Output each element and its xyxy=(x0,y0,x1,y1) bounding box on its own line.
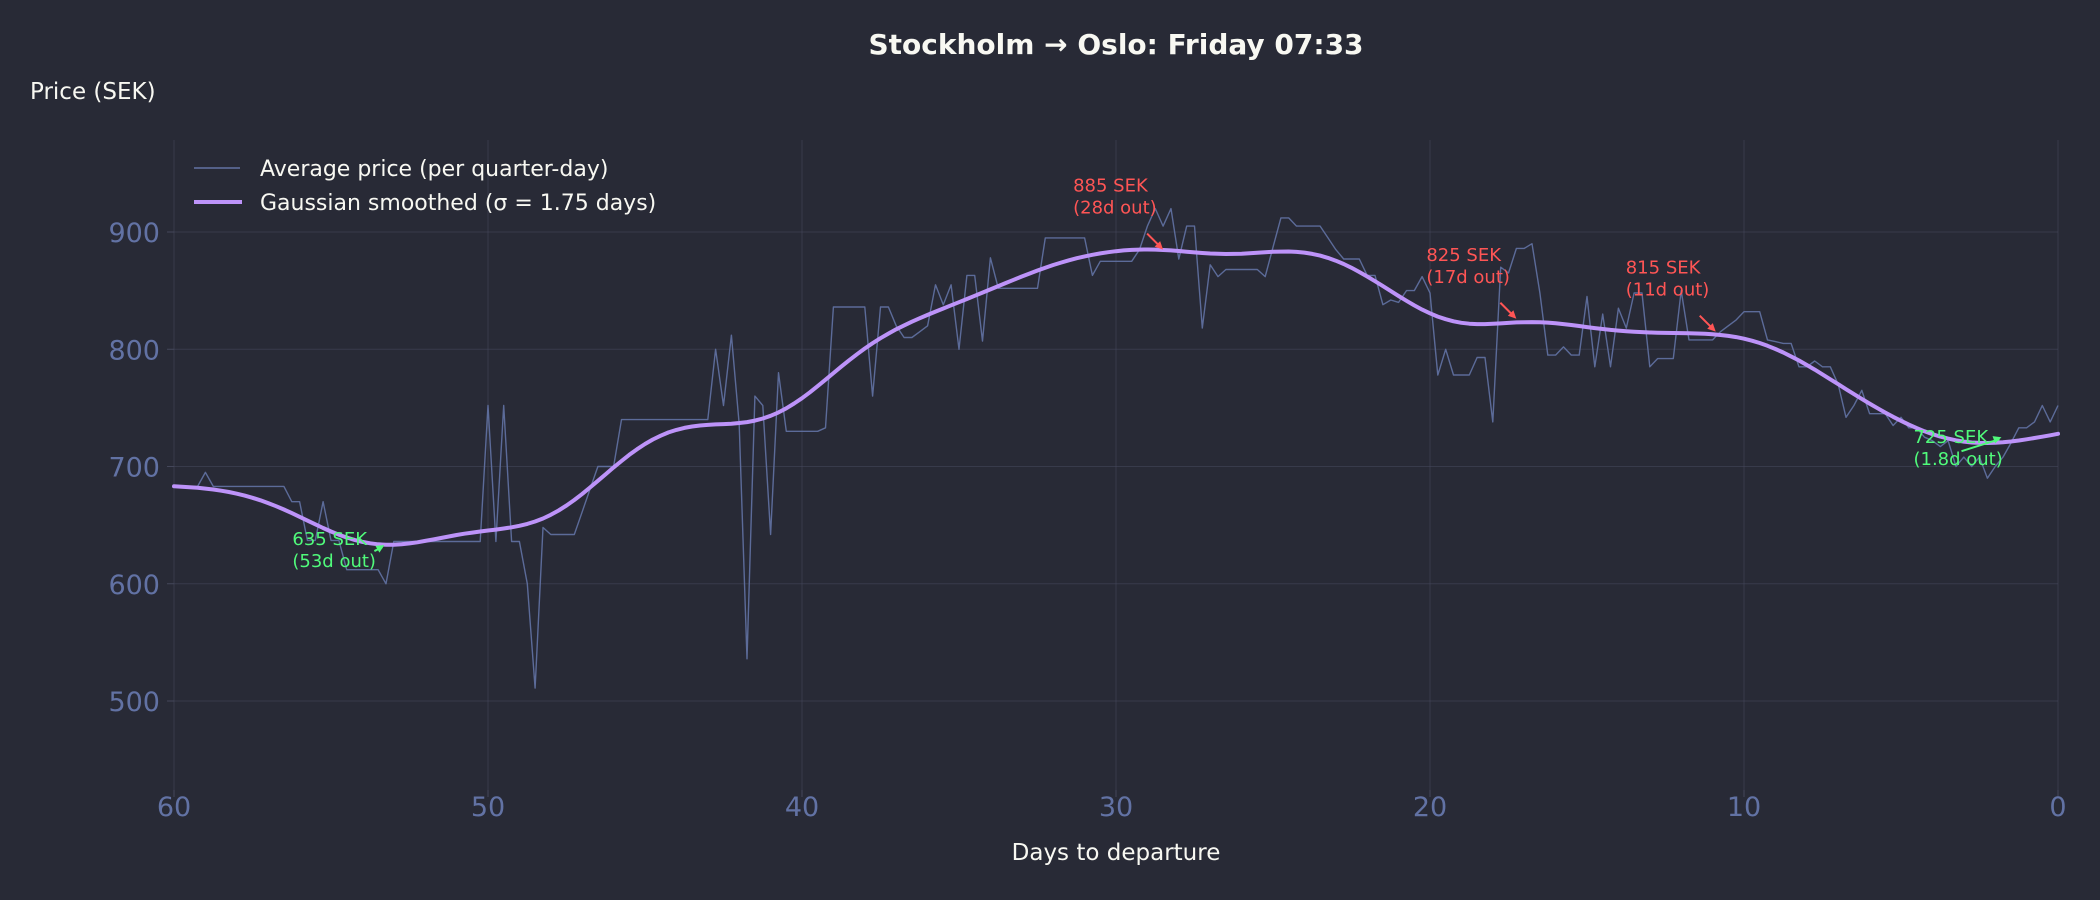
annotation-low: 725 SEK(1.8d out) xyxy=(1913,427,2002,470)
annotation-days-out: (53d out) xyxy=(292,551,376,572)
x-tick-label: 50 xyxy=(471,792,505,823)
annotation-arrowhead-icon xyxy=(1154,241,1164,250)
annotation-price: 825 SEK xyxy=(1426,245,1502,266)
x-tick-label: 60 xyxy=(157,792,191,823)
y-tick-label: 900 xyxy=(108,218,160,249)
annotation-high: 825 SEK(17d out) xyxy=(1426,245,1517,319)
annotation-days-out: (28d out) xyxy=(1073,198,1157,219)
legend-label-raw: Average price (per quarter-day) xyxy=(260,157,608,182)
legend: Average price (per quarter-day) Gaussian… xyxy=(194,157,656,216)
annotation-high: 815 SEK(11d out) xyxy=(1626,258,1716,332)
x-tick-label: 30 xyxy=(1099,792,1133,823)
annotation-low: 635 SEK(53d out) xyxy=(292,529,385,572)
chart-title: Stockholm → Oslo: Friday 07:33 xyxy=(868,28,1363,61)
annotation-arrowhead-icon xyxy=(1507,310,1517,319)
x-tick-label: 40 xyxy=(785,792,819,823)
gridlines xyxy=(173,140,2059,790)
y-tick-label: 700 xyxy=(108,453,160,484)
annotation-days-out: (11d out) xyxy=(1626,280,1710,301)
smoothed-price-line xyxy=(172,247,2060,547)
annotation-price: 815 SEK xyxy=(1626,258,1702,279)
annotation-arrowhead-icon xyxy=(375,545,385,553)
y-tick-label: 500 xyxy=(108,687,160,718)
y-axis-label: Price (SEK) xyxy=(30,79,156,105)
annotation-arrowhead-icon xyxy=(1707,323,1716,332)
annotation-days-out: (17d out) xyxy=(1426,267,1510,288)
x-tick-label: 10 xyxy=(1727,792,1761,823)
y-tick-label: 600 xyxy=(108,570,160,601)
axis-ticks: 60 50 40 30 20 10 0 500 600 700 800 900 xyxy=(108,218,2066,823)
annotation-arrow xyxy=(1961,438,2000,453)
y-tick-label: 800 xyxy=(108,335,160,366)
annotation-high: 885 SEK(28d out) xyxy=(1073,176,1164,250)
legend-label-smoothed: Gaussian smoothed (σ = 1.75 days) xyxy=(260,191,656,216)
raw-price-line xyxy=(174,207,2059,689)
annotation-price: 635 SEK xyxy=(292,529,368,550)
x-axis-label: Days to departure xyxy=(1012,840,1221,866)
annotations: 885 SEK(28d out)825 SEK(17d out) 815 SEK(… xyxy=(292,176,2002,572)
series xyxy=(172,207,2060,689)
annotation-days-out: (1.8d out) xyxy=(1913,449,2002,470)
x-tick-label: 20 xyxy=(1413,792,1447,823)
annotation-arrowhead-icon xyxy=(1992,436,2002,444)
x-tick-label: 0 xyxy=(2049,792,2066,823)
annotation-price: 725 SEK xyxy=(1913,427,1989,448)
annotation-price: 885 SEK xyxy=(1073,176,1149,197)
